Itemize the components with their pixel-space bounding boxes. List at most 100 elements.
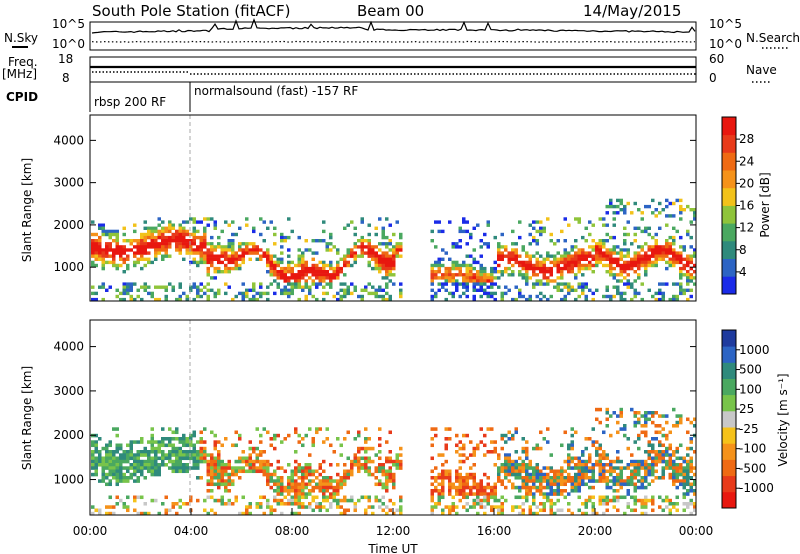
echo-cell — [168, 427, 172, 431]
echo-cell — [336, 260, 340, 265]
echo-cell — [479, 263, 483, 268]
echo-cell — [115, 446, 119, 451]
echo-cell — [241, 450, 245, 454]
echo-cell — [619, 459, 623, 464]
echo-cell — [287, 260, 291, 265]
echo-cell — [168, 440, 172, 444]
echo-cell — [574, 239, 578, 243]
echo-cell — [689, 469, 693, 474]
echo-cell — [616, 198, 620, 203]
echo-cell — [175, 437, 179, 441]
echo-cell — [217, 450, 221, 454]
echo-cell — [441, 508, 445, 513]
echo-cell — [577, 266, 581, 271]
echo-cell — [472, 282, 476, 286]
echo-cell — [245, 242, 249, 246]
echo-cell — [101, 472, 105, 477]
echo-cell — [392, 476, 396, 480]
echo-cell — [143, 502, 147, 506]
echo-cell — [280, 273, 284, 277]
echo-cell — [308, 489, 312, 493]
echo-cell — [399, 235, 403, 240]
echo-cell — [602, 456, 606, 461]
echo-cell — [584, 469, 588, 474]
echo-cell — [616, 204, 620, 209]
echo-cell — [633, 270, 637, 274]
echo-cell — [374, 294, 378, 299]
echo-cell — [609, 472, 613, 477]
echo-cell — [528, 505, 532, 509]
echo-cell — [658, 291, 662, 296]
echo-cell — [374, 254, 378, 258]
echo-cell — [507, 463, 511, 467]
echo-cell — [140, 239, 144, 243]
echo-cell — [203, 291, 207, 296]
echo-cell — [248, 288, 252, 292]
echo-cell — [189, 245, 193, 249]
echo-cell — [525, 476, 529, 480]
echo-cell — [668, 260, 672, 265]
echo-cell — [437, 282, 441, 286]
echo-cell — [581, 288, 585, 292]
echo-cell — [581, 511, 585, 516]
echo-cell — [339, 479, 343, 483]
echo-cell — [514, 476, 518, 480]
echo-cell — [199, 251, 203, 255]
echo-cell — [255, 469, 259, 474]
echo-cell — [185, 232, 189, 237]
echo-cell — [605, 407, 609, 412]
echo-cell — [630, 472, 634, 477]
echo-cell — [444, 270, 448, 274]
echo-cell — [500, 482, 504, 487]
echo-cell — [675, 469, 679, 474]
echo-cell — [672, 282, 676, 286]
echo-cell — [308, 248, 312, 252]
echo-cell — [280, 291, 284, 296]
echo-cell — [616, 459, 620, 464]
echo-cell — [609, 463, 613, 467]
echo-cell — [430, 239, 434, 243]
echo-cell — [472, 288, 476, 292]
echo-cell — [234, 232, 238, 237]
echo-cell — [315, 297, 319, 302]
echo-cell — [381, 232, 385, 237]
echo-cell — [280, 276, 284, 280]
echo-cell — [479, 288, 483, 292]
echo-cell — [469, 440, 473, 444]
echo-cell — [224, 479, 228, 483]
echo-cell — [497, 479, 501, 483]
echo-cell — [528, 297, 532, 302]
echo-cell — [654, 260, 658, 265]
echo-cell — [472, 498, 476, 503]
echo-cell — [101, 257, 105, 261]
echo-cell — [171, 288, 175, 292]
echo-cell — [605, 285, 609, 289]
echo-cell — [297, 248, 301, 252]
echo-cell — [374, 453, 378, 457]
echo-cell — [217, 485, 221, 490]
echo-cell — [658, 443, 662, 448]
echo-cell — [171, 450, 175, 454]
echo-cell — [168, 282, 172, 286]
echo-cell — [297, 260, 301, 265]
echo-cell — [273, 226, 277, 230]
echo-cell — [518, 263, 522, 268]
nave-ytick-bottom: 0 — [709, 71, 717, 85]
echo-cell — [224, 220, 228, 224]
echo-cell — [644, 476, 648, 480]
echo-cell — [140, 472, 144, 477]
echo-cell — [339, 297, 343, 302]
echo-cell — [483, 472, 487, 477]
echo-cell — [224, 502, 228, 506]
echo-cell — [220, 463, 224, 467]
echo-cell — [609, 459, 613, 464]
echo-cell — [458, 282, 462, 286]
echo-cell — [665, 245, 669, 249]
echo-cell — [150, 472, 154, 477]
echo-cell — [213, 257, 217, 261]
echo-cell — [553, 469, 557, 474]
echo-cell — [276, 433, 280, 438]
echo-cell — [140, 285, 144, 289]
colorbar-tick-label: 20 — [739, 176, 754, 190]
echo-cell — [623, 291, 627, 296]
